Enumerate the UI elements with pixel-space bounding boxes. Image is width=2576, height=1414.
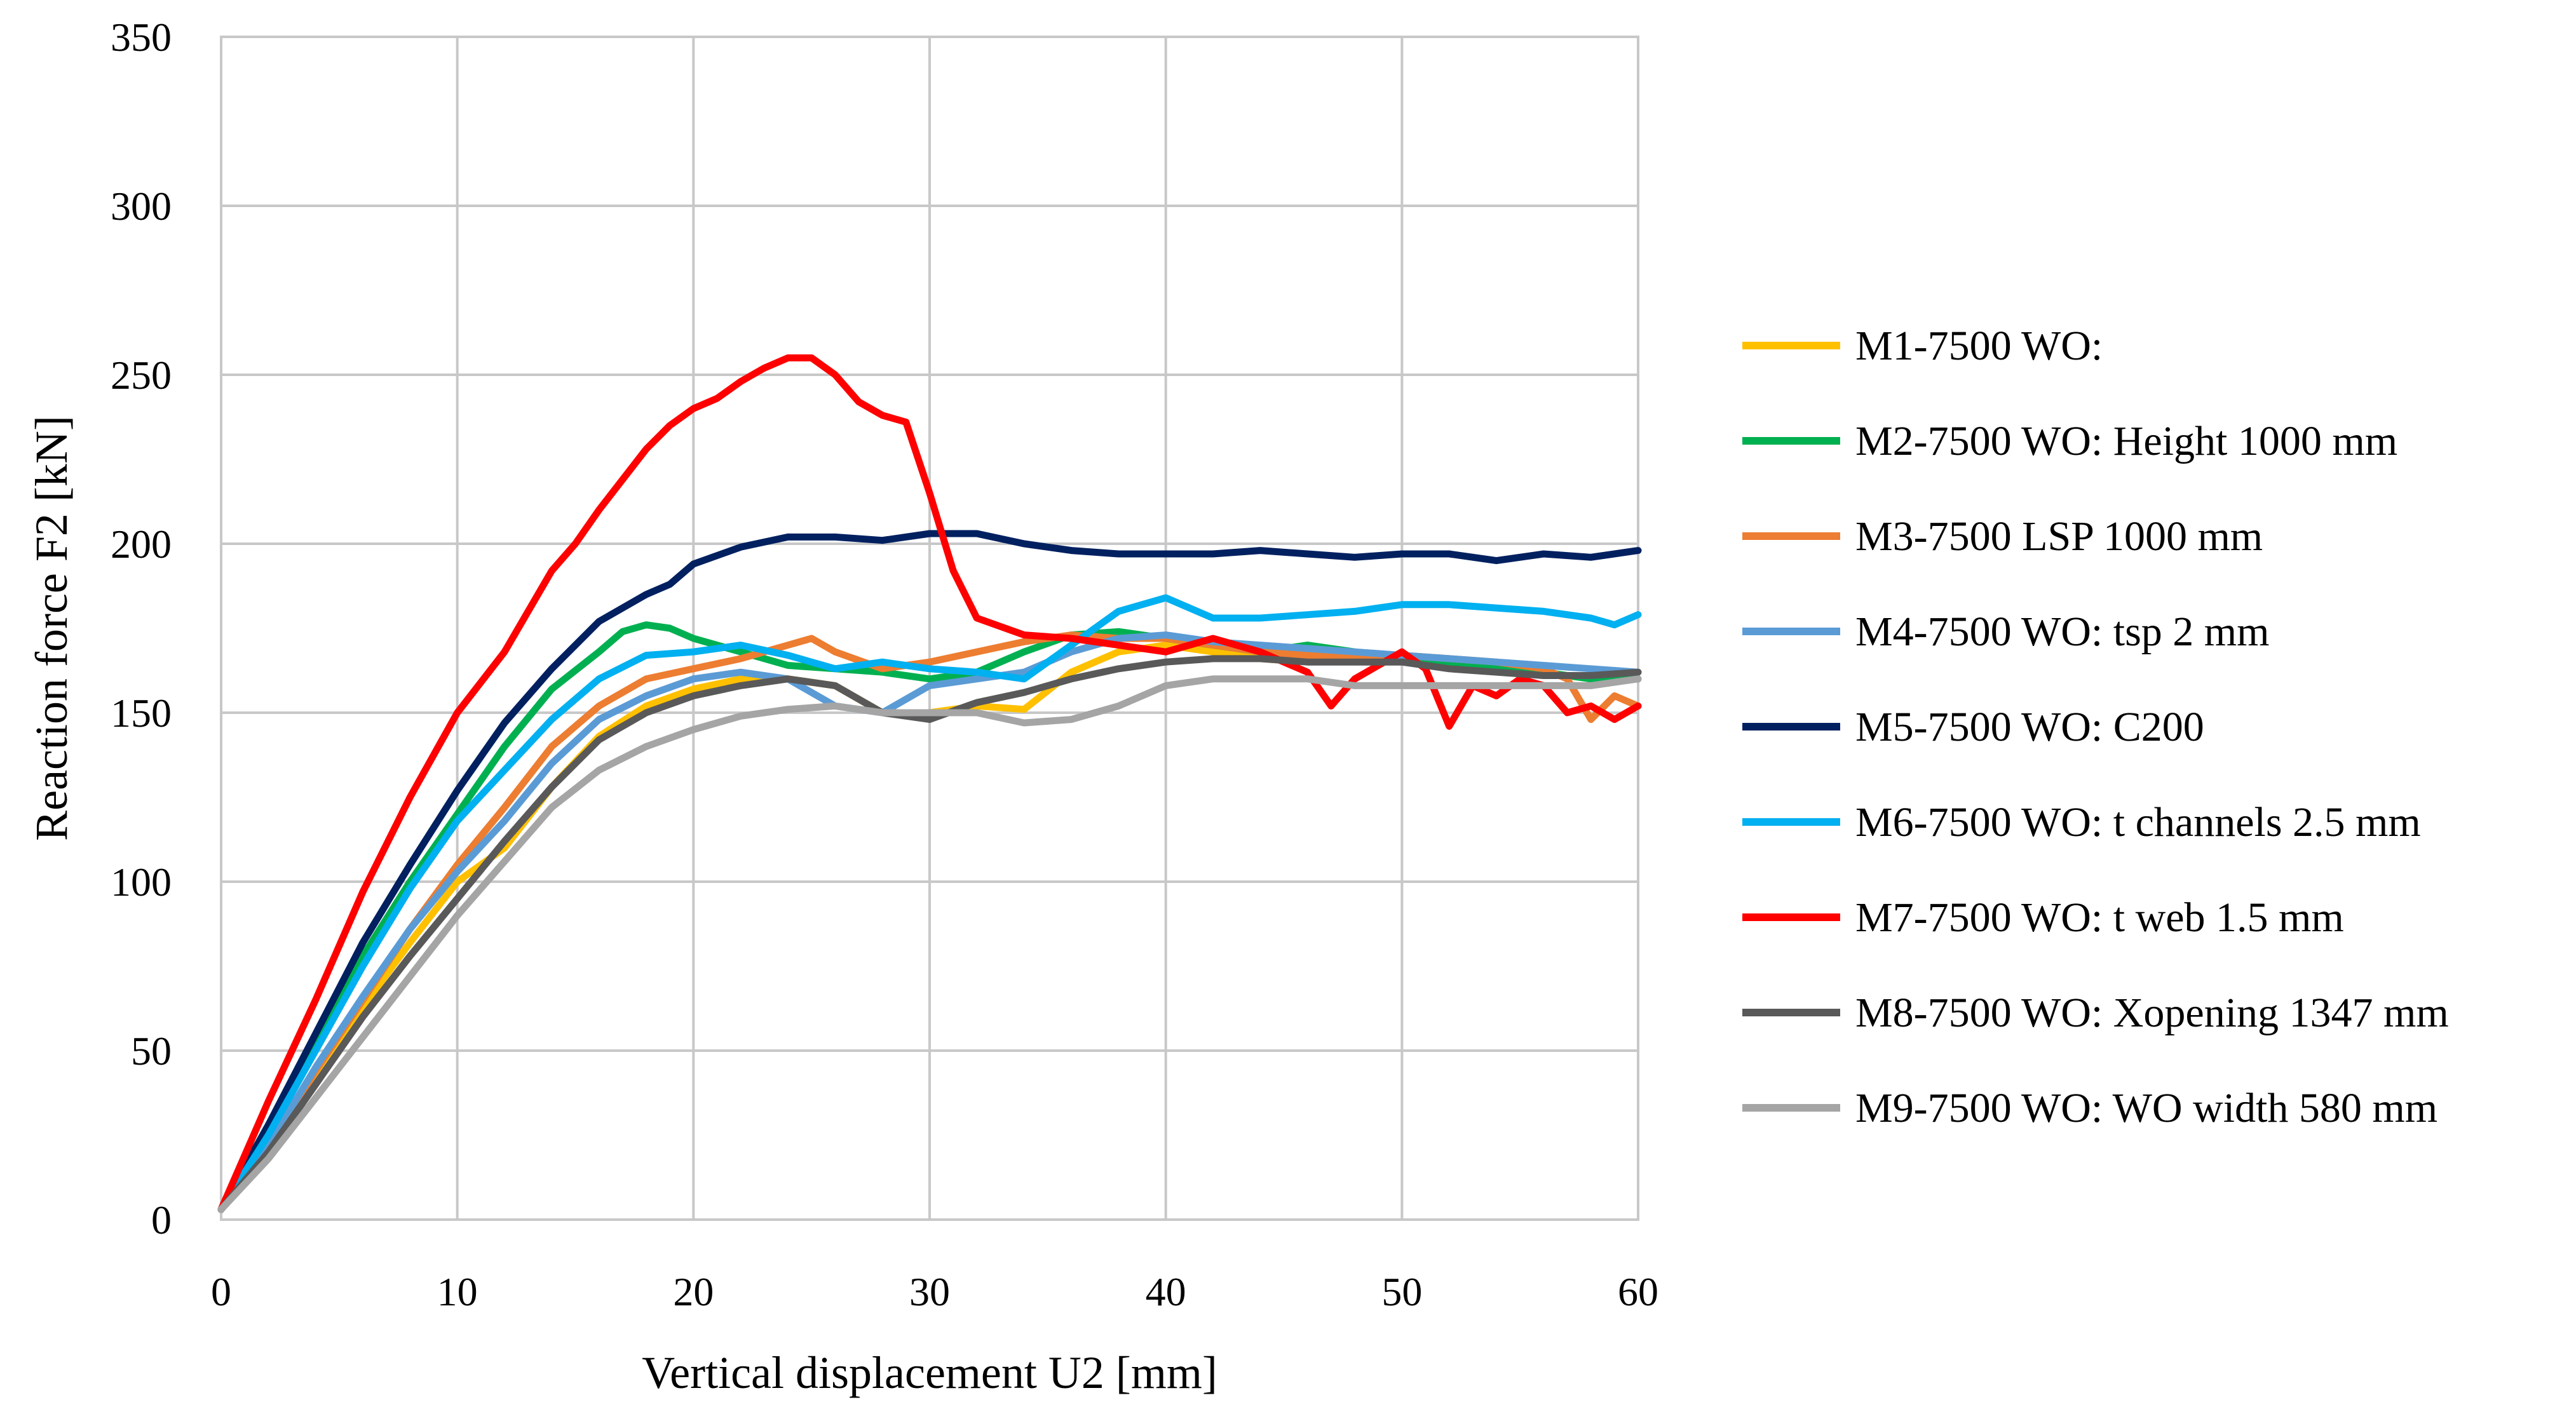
legend-label: M5-7500 WO: C200 (1855, 704, 2204, 750)
legend-item: M1-7500 WO: (1742, 323, 2103, 369)
y-tick-label: 250 (111, 353, 172, 398)
legend-label: M8-7500 WO: Xopening 1347 mm (1855, 990, 2449, 1036)
x-tick-label: 10 (437, 1269, 478, 1314)
y-tick-label: 0 (151, 1197, 172, 1242)
x-tick-label: 50 (1381, 1269, 1422, 1314)
legend-item: M8-7500 WO: Xopening 1347 mm (1742, 990, 2449, 1036)
legend-item: M6-7500 WO: t channels 2.5 mm (1742, 799, 2421, 845)
legend-label: M9-7500 WO: WO width 580 mm (1855, 1085, 2437, 1131)
x-tick-label: 20 (673, 1269, 714, 1314)
legend-label: M6-7500 WO: t channels 2.5 mm (1855, 799, 2421, 845)
y-tick-label: 50 (131, 1028, 172, 1074)
series-line-7 (217, 354, 1642, 1213)
x-tick-label: 0 (211, 1269, 231, 1314)
legend-label: M2-7500 WO: Height 1000 mm (1855, 418, 2397, 464)
legend-item: M9-7500 WO: WO width 580 mm (1742, 1085, 2437, 1131)
x-tick-label: 30 (909, 1269, 950, 1314)
legend-label: M3-7500 LSP 1000 mm (1855, 513, 2263, 560)
legend-item: M3-7500 LSP 1000 mm (1742, 513, 2263, 560)
x-tick-label: 40 (1146, 1269, 1186, 1314)
x-axis-ticks: 0 10 20 30 40 50 60 (211, 1269, 1658, 1314)
plot-area (217, 36, 1642, 1221)
y-tick-label: 150 (111, 690, 172, 736)
x-tick-label: 60 (1618, 1269, 1658, 1314)
y-axis-title: Reaction force F2 [kN] (26, 415, 77, 841)
legend-item: M2-7500 WO: Height 1000 mm (1742, 418, 2397, 464)
legend-label: M7-7500 WO: t web 1.5 mm (1855, 894, 2344, 941)
series-line-9 (217, 675, 1642, 1213)
legend-item: M4-7500 WO: tsp 2 mm (1742, 609, 2269, 655)
legend-label: M1-7500 WO: (1855, 323, 2103, 369)
y-tick-label: 350 (111, 15, 172, 60)
legend-label: M4-7500 WO: tsp 2 mm (1855, 609, 2269, 655)
y-axis-ticks: 0 50 100 150 200 250 300 350 (111, 15, 172, 1242)
series-group (217, 354, 1642, 1213)
x-axis-title: Vertical displacement U2 [mm] (642, 1347, 1217, 1398)
legend-item: M5-7500 WO: C200 (1742, 704, 2204, 750)
legend: M1-7500 WO: M2-7500 WO: Height 1000 mm M3-… (1742, 323, 2449, 1131)
series-line-6 (217, 594, 1642, 1213)
series-line-5 (217, 530, 1642, 1213)
series-line-8 (217, 655, 1642, 1213)
y-tick-label: 300 (111, 184, 172, 229)
y-tick-label: 200 (111, 522, 172, 567)
y-tick-label: 100 (111, 859, 172, 905)
legend-item: M7-7500 WO: t web 1.5 mm (1742, 894, 2344, 941)
